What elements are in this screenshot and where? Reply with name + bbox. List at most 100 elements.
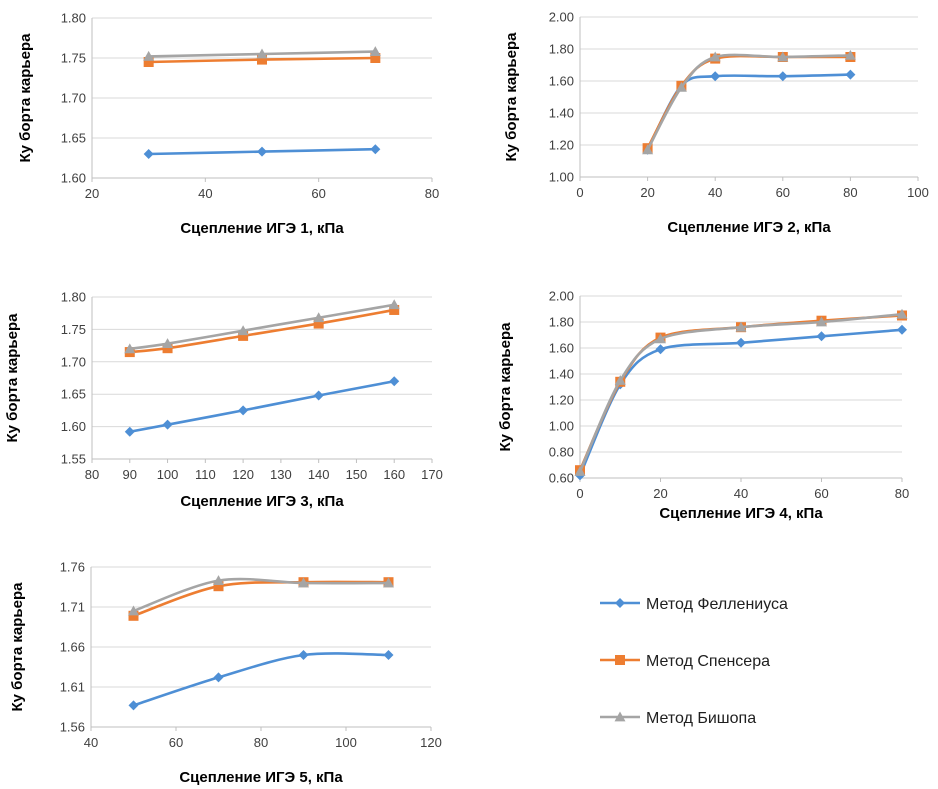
x-tick-label: 80 xyxy=(425,186,439,201)
y-tick-label: 1.80 xyxy=(549,42,574,57)
data-point xyxy=(128,610,139,621)
y-tick-label: 1.80 xyxy=(61,290,86,305)
y-axis-title: Ку борта карьера xyxy=(497,322,514,452)
x-axis-title: Сцепление ИГЭ 4, кПа xyxy=(659,505,823,522)
y-tick-label: 1.40 xyxy=(549,367,574,382)
data-point xyxy=(213,672,224,683)
data-point xyxy=(383,650,394,660)
x-tick-label: 60 xyxy=(311,186,325,201)
data-point xyxy=(642,144,654,155)
x-tick-label: 40 xyxy=(198,186,212,201)
data-point xyxy=(298,577,309,588)
legend-marker xyxy=(615,598,625,608)
x-tick-label: 100 xyxy=(907,185,929,200)
data-point xyxy=(162,338,174,349)
legend-marker xyxy=(615,655,625,665)
data-point xyxy=(777,71,788,82)
data-point xyxy=(709,51,721,62)
x-axis-title: Сцепление ИГЭ 3, кПа xyxy=(180,493,344,510)
series-line-1 xyxy=(132,652,390,707)
series-line-2 xyxy=(132,580,390,618)
x-tick-label: 20 xyxy=(85,186,99,201)
y-tick-label: 1.70 xyxy=(61,354,86,369)
x-tick-label: 20 xyxy=(653,486,667,501)
data-point xyxy=(816,331,827,342)
series-line-3 xyxy=(578,312,904,473)
y-tick-label: 0.80 xyxy=(549,445,574,460)
x-tick-label: 0 xyxy=(576,486,583,501)
y-tick-label: 1.61 xyxy=(60,680,85,695)
data-point xyxy=(313,390,324,401)
x-axis-title: Сцепление ИГЭ 2, кПа xyxy=(667,219,831,236)
x-tick-label: 20 xyxy=(640,185,654,200)
data-point xyxy=(845,69,856,80)
y-tick-label: 1.75 xyxy=(61,51,86,66)
x-tick-label: 100 xyxy=(335,735,357,750)
y-tick-label: 1.60 xyxy=(61,171,86,186)
data-point xyxy=(162,419,173,430)
legend-marker xyxy=(614,711,626,722)
data-point xyxy=(143,50,155,61)
data-point xyxy=(388,299,400,310)
data-point xyxy=(383,577,394,588)
chart-2: 1.00 1.20 1.40 1.60 1.80 2.00 0 20 40 60 80 100 Сцеп… xyxy=(503,10,929,237)
x-tick-label: 80 xyxy=(843,185,857,200)
data-point xyxy=(238,330,249,341)
y-tick-label: 1.56 xyxy=(60,720,85,735)
data-point xyxy=(389,304,400,315)
y-tick-label: 1.80 xyxy=(549,315,574,330)
x-tick-label: 110 xyxy=(195,467,216,482)
y-axis-title: Ку борта карьера xyxy=(4,313,21,443)
data-point xyxy=(162,343,173,354)
data-point xyxy=(143,149,154,159)
data-point xyxy=(816,316,827,327)
x-tick-label: 100 xyxy=(157,467,179,482)
data-point xyxy=(736,337,746,348)
legend-label: Метод Бишопа xyxy=(646,710,756,727)
data-point xyxy=(710,71,721,82)
data-point xyxy=(238,405,249,416)
x-tick-label: 160 xyxy=(383,467,405,482)
data-point xyxy=(313,318,324,329)
x-tick-label: 80 xyxy=(895,486,909,501)
legend-label: Метод Спенсера xyxy=(646,653,770,670)
x-tick-label: 40 xyxy=(84,735,98,750)
series-line-3 xyxy=(132,577,390,613)
x-axis-title: Сцепление ИГЭ 5, кПа xyxy=(179,769,343,786)
data-point xyxy=(369,46,381,56)
y-tick-label: 1.60 xyxy=(549,341,574,356)
chart-3: 1.55 1.60 1.65 1.70 1.75 1.80 80 90 100 110 120 130… xyxy=(4,290,443,511)
data-point xyxy=(256,48,268,59)
y-axis-title: Ку борта карьера xyxy=(503,32,520,162)
series-line-1 xyxy=(578,328,904,477)
data-point xyxy=(897,324,907,335)
chart-5: 1.56 1.61 1.66 1.71 1.76 40 60 80 100 120 Сцеплени… xyxy=(9,560,442,787)
series-line-2 xyxy=(646,54,852,150)
series-line-3 xyxy=(646,53,852,152)
x-tick-label: 120 xyxy=(420,735,442,750)
data-point xyxy=(844,49,856,60)
x-tick-label: 130 xyxy=(270,467,292,482)
data-point xyxy=(237,325,249,336)
y-tick-label: 1.20 xyxy=(549,138,574,153)
x-tick-label: 80 xyxy=(254,735,268,750)
y-tick-label: 1.60 xyxy=(549,74,574,89)
data-point xyxy=(574,466,586,476)
x-tick-label: 170 xyxy=(421,467,443,482)
y-tick-label: 1.40 xyxy=(549,106,574,121)
data-point xyxy=(213,575,224,585)
data-point xyxy=(370,144,381,155)
x-tick-label: 140 xyxy=(308,467,330,482)
data-point xyxy=(257,146,267,157)
x-tick-label: 60 xyxy=(814,486,828,501)
x-tick-label: 40 xyxy=(708,185,722,200)
data-point xyxy=(735,321,747,332)
data-point xyxy=(128,700,139,711)
data-point xyxy=(298,650,309,660)
x-tick-label: 120 xyxy=(232,467,254,482)
chart-4: 0.60 0.80 1.00 1.20 1.40 1.60 1.80 2.00 0 20 40 60 8… xyxy=(497,289,909,523)
data-point xyxy=(124,426,135,437)
y-tick-label: 1.55 xyxy=(61,452,86,467)
data-point xyxy=(675,81,687,92)
